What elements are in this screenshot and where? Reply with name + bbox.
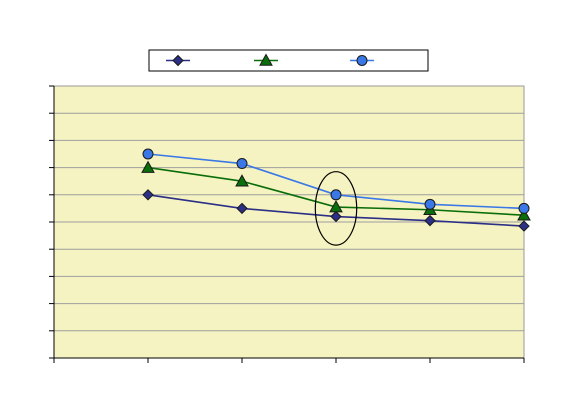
axes: [49, 85, 525, 363]
series-1-point: [236, 202, 248, 215]
series-3: [142, 148, 530, 214]
series-3-point: [236, 158, 248, 170]
legend: [148, 49, 429, 72]
series-3-point: [518, 202, 530, 214]
highlight-ellipse: [314, 171, 358, 246]
series-2-point: [235, 174, 249, 187]
series-1-point: [142, 189, 154, 201]
series-1-point: [424, 214, 436, 227]
series-1-point: [330, 210, 342, 223]
series-3-point: [142, 148, 154, 160]
legend-entry-2-marker: [259, 53, 273, 66]
series-3-point: [424, 198, 436, 210]
annotation-layer: [314, 171, 358, 246]
series-3-point: [330, 189, 342, 201]
legend-entry-3-marker: [356, 55, 368, 66]
legend-entry-1-marker: [172, 54, 184, 67]
series-2-point: [141, 160, 155, 173]
series-lines: [141, 148, 531, 232]
series-1-point: [518, 220, 530, 232]
series-2-point: [517, 208, 531, 221]
legend-box: [148, 49, 429, 72]
series-2-point: [329, 200, 343, 213]
series-1: [142, 189, 530, 232]
